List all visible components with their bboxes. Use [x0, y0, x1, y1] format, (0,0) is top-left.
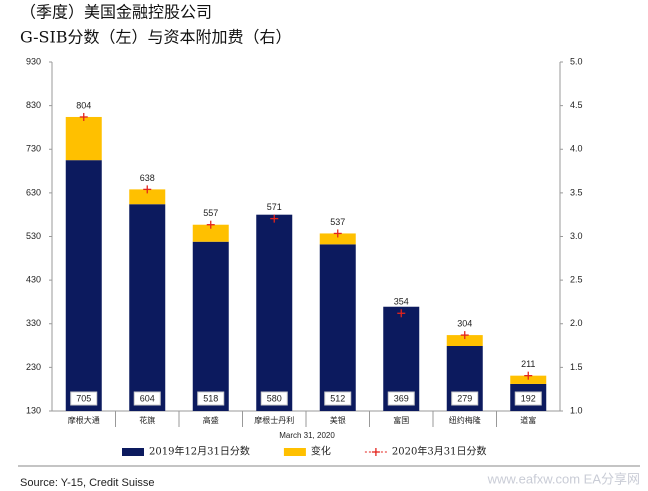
legend-label: 2020年3月31日分数	[392, 445, 487, 458]
x-tick-label: 纽约梅隆	[449, 415, 481, 425]
chart-title: （季度）美国金融控股公司	[20, 3, 212, 22]
label-box	[324, 391, 352, 406]
bar-label: 279	[457, 393, 472, 403]
data-label: 211	[521, 359, 535, 369]
label-box	[387, 391, 415, 406]
legend-label: 2019年12月31日分数	[149, 445, 250, 458]
data-label: 354	[394, 297, 409, 307]
source: Source: Y-15, Credit Suisse	[20, 477, 155, 489]
y-tick-label: 730	[26, 144, 41, 154]
x-tick-label: 摩根大通	[68, 415, 100, 425]
watermark: www.eafxw.com EA分享网	[487, 471, 640, 486]
y2-tick-label: 1.5	[570, 362, 583, 372]
legend-swatch	[122, 448, 144, 456]
bar-label: 369	[394, 393, 409, 403]
y-tick-label: 530	[26, 231, 41, 241]
y2-tick-label: 5.0	[570, 56, 583, 66]
bar	[256, 214, 293, 411]
x-tick-label: 高盛	[203, 415, 219, 425]
y-tick-label: 930	[26, 56, 41, 66]
marker	[270, 214, 279, 223]
y2-tick-label: 2.5	[570, 275, 583, 285]
marker	[79, 112, 88, 121]
label-box	[451, 391, 479, 406]
y-tick-label: 130	[26, 405, 41, 415]
bar	[65, 116, 102, 161]
x-tick-label: 花旗	[139, 415, 155, 425]
marker	[333, 229, 342, 238]
y2-tick-label: 3.5	[570, 187, 583, 197]
bar-label: 604	[140, 393, 155, 403]
bar	[192, 241, 229, 411]
bar	[129, 204, 166, 411]
bar	[510, 375, 547, 384]
x-tick-label: 摩根士丹利	[254, 415, 294, 425]
bar	[129, 189, 166, 205]
data-label: 537	[330, 217, 345, 227]
y-tick-label: 330	[26, 318, 41, 328]
y-tick-label: 830	[26, 100, 41, 110]
data-label: 571	[267, 202, 282, 212]
label-box	[133, 391, 161, 406]
legend-swatch	[283, 448, 306, 456]
bar	[446, 335, 483, 346]
bar-label: 192	[521, 393, 536, 403]
bar-label: 512	[330, 393, 345, 403]
bar	[65, 160, 102, 411]
y2-tick-label: 3.0	[570, 231, 583, 241]
bar-label: 518	[203, 393, 218, 403]
data-label: 638	[140, 173, 155, 183]
bar	[319, 233, 356, 245]
marker	[397, 309, 406, 318]
marker	[524, 371, 533, 380]
chart-subtitle: G-SIB分数（左）与资本附加费（右）	[20, 28, 292, 47]
bar-label: 705	[76, 393, 91, 403]
x-tick-label: 道富	[520, 415, 536, 425]
marker	[143, 185, 152, 194]
data-label: 804	[76, 100, 91, 110]
label-box	[260, 391, 288, 406]
y-tick-label: 230	[26, 362, 41, 372]
label-box	[70, 391, 98, 406]
data-label: 304	[457, 318, 472, 328]
bar	[319, 244, 356, 411]
y-tick-label: 630	[26, 187, 41, 197]
y-tick-label: 430	[26, 275, 41, 285]
marker	[206, 220, 215, 229]
label-box	[514, 391, 542, 406]
legend-marker	[371, 448, 380, 456]
x-tick-label: 美银	[330, 415, 346, 425]
marker	[460, 331, 469, 340]
y2-tick-label: 4.0	[570, 144, 583, 154]
label-box	[197, 391, 225, 406]
x-axis-label: March 31, 2020	[279, 431, 335, 440]
x-tick-label: 富国	[393, 415, 409, 425]
bar-label: 580	[267, 393, 282, 403]
bar	[192, 224, 229, 242]
y2-tick-label: 1.0	[570, 405, 583, 415]
legend-label: 变化	[311, 445, 331, 458]
data-label: 557	[203, 208, 218, 218]
y2-tick-label: 2.0	[570, 318, 583, 328]
y2-tick-label: 4.5	[570, 100, 583, 110]
